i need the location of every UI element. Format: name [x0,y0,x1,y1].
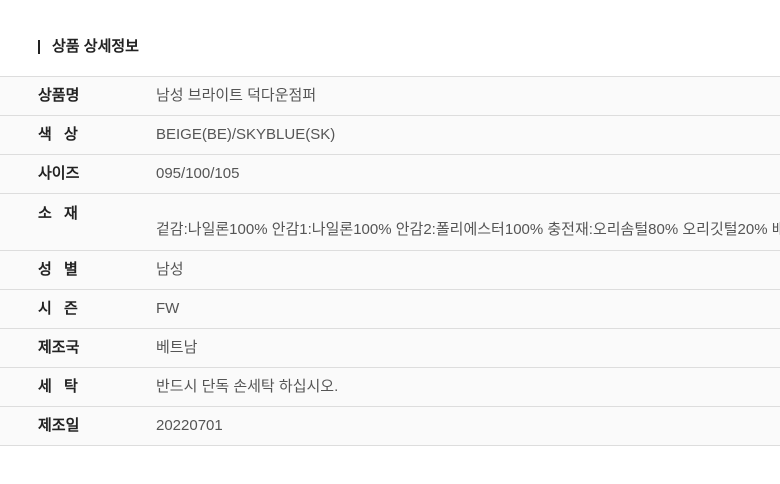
row-value: 20220701 [156,417,223,434]
table-row: 사이즈 095/100/105 [0,155,780,194]
row-label: 제조일 [38,417,80,434]
table-row: 색 상 BEIGE(BE)/SKYBLUE(SK) [0,116,780,155]
row-value: 095/100/105 [156,165,240,182]
section-title: 상품 상세정보 [38,36,139,58]
table-row: 성 별 남성 [0,251,780,290]
table-row: 상품명 남성 브라이트 덕다운점퍼 [0,77,780,116]
row-value: 남성 브라이트 덕다운점퍼 [156,87,317,104]
table-row: 시 즌 FW [0,290,780,329]
row-label: 성 별 [38,261,78,278]
row-value: 겉감:나일론100% 안감1:나일론100% 안감2:폴리에스터100% 충전재… [156,221,780,238]
row-label: 사이즈 [38,165,80,182]
row-label: 제조국 [38,339,80,356]
row-value: 반드시 단독 손세탁 하십시오. [156,378,339,395]
table-row: 세 탁 반드시 단독 손세탁 하십시오. [0,368,780,407]
row-value: 베트남 [156,339,198,356]
table-row: 제조일 20220701 [0,407,780,446]
row-label: 소 재 [38,205,78,222]
row-label: 세 탁 [38,378,78,395]
row-value: FW [156,300,180,317]
row-label: 색 상 [38,126,78,143]
row-label: 상품명 [38,87,80,104]
row-value: BEIGE(BE)/SKYBLUE(SK) [156,126,336,143]
table-row: 제조국 베트남 [0,329,780,368]
row-value: 남성 [156,261,184,278]
row-label: 시 즌 [38,300,78,317]
